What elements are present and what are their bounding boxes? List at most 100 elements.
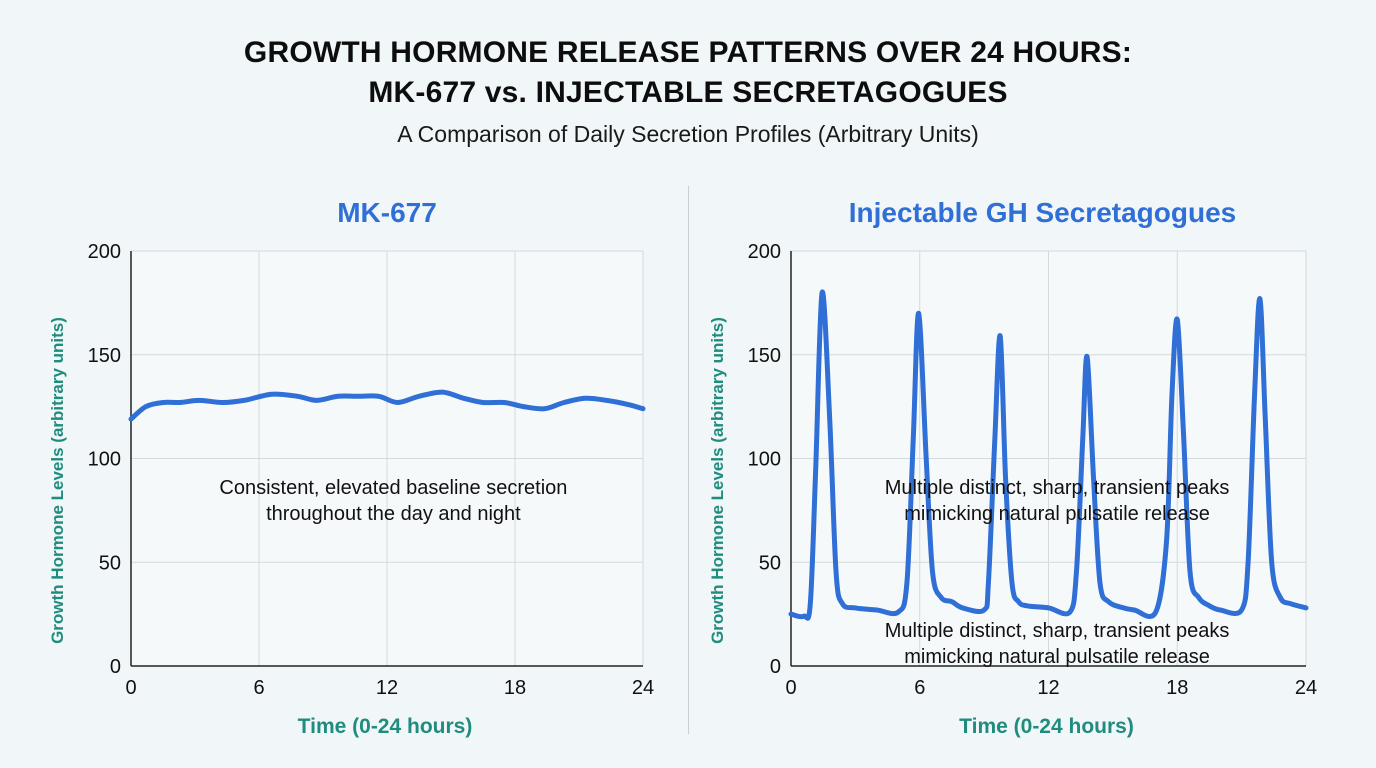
y-tick-label: 200 (748, 241, 781, 263)
y-tick-label: 100 (748, 449, 781, 471)
annotation-line-2: throughout the day and night (266, 503, 521, 525)
data-point (1154, 610, 1158, 614)
data-point (562, 401, 566, 405)
data-point (1207, 604, 1211, 608)
data-point (462, 396, 466, 400)
data-point (1010, 581, 1014, 585)
data-point (1253, 394, 1257, 398)
data-point (1258, 297, 1262, 301)
y-tick-label: 0 (770, 656, 781, 678)
x-tick-label: 24 (632, 677, 654, 699)
data-point (905, 581, 909, 585)
data-point (641, 407, 645, 411)
data-point (1025, 604, 1029, 608)
annotation-line-1: Multiple distinct, sharp, transient peak… (885, 620, 1230, 642)
annotation-line-2: mimicking natural pulsatile release (904, 503, 1210, 525)
data-point (808, 602, 812, 606)
data-point (1289, 602, 1293, 606)
data-point (178, 401, 182, 405)
data-point (522, 405, 526, 409)
panel-injectable: Injectable GH Secretagogues 0 50 100 150 200 0… (708, 197, 1317, 738)
y-tick-label: 50 (99, 552, 121, 574)
data-point (161, 401, 165, 405)
panel-mk677: MK-677 0 50 100 150 200 0 6 12 18 24 Time (0-24 hou… (48, 197, 654, 738)
data-point (417, 394, 421, 398)
data-point (502, 401, 506, 405)
series-line (788, 289, 1309, 621)
chart-title-line-1: GROWTH HORMONE RELEASE PATTERNS OVER 24 … (243, 36, 1133, 69)
data-point (396, 401, 400, 405)
data-point (1074, 571, 1078, 575)
data-point (1081, 436, 1085, 440)
data-point (911, 436, 915, 440)
y-tick-label: 0 (110, 656, 121, 678)
data-point (144, 405, 148, 409)
data-point (441, 390, 445, 394)
x-axis-title: Time (0-24 hours) (298, 715, 473, 738)
x-tick-label: 24 (1295, 677, 1317, 699)
data-point (841, 602, 845, 606)
data-point (481, 401, 485, 405)
data-point (814, 467, 818, 471)
panel-divider (688, 186, 689, 734)
data-point (1188, 571, 1192, 575)
data-point (986, 581, 990, 585)
data-point (853, 606, 857, 610)
data-point (828, 415, 832, 419)
data-point (961, 606, 965, 610)
data-point (129, 417, 133, 421)
data-point (1270, 560, 1274, 564)
data-point (998, 334, 1002, 338)
data-point (834, 571, 838, 575)
data-point (924, 457, 928, 461)
data-point (583, 396, 587, 400)
annotation-line-2: mimicking natural pulsatile release (904, 646, 1210, 668)
x-axis-title: Time (0-24 hours) (959, 715, 1134, 738)
data-point (242, 398, 246, 402)
data-point (1132, 608, 1136, 612)
data-point (315, 398, 319, 402)
data-point (605, 398, 609, 402)
data-point (802, 614, 806, 618)
data-point (1175, 318, 1179, 322)
data-point (1278, 596, 1282, 600)
data-point (1107, 600, 1111, 604)
data-point (1304, 606, 1308, 610)
data-point (336, 394, 340, 398)
y-tick-label: 150 (748, 345, 781, 367)
data-point (1240, 608, 1244, 612)
data-point (917, 311, 921, 315)
data-point (1085, 355, 1089, 359)
data-point (197, 398, 201, 402)
panel-title: Injectable GH Secretagogues (849, 197, 1236, 228)
chart-subtitle: A Comparison of Daily Secretion Profiles… (397, 121, 979, 147)
data-point (1047, 606, 1051, 610)
data-point (1017, 600, 1021, 604)
data-point (1197, 596, 1201, 600)
data-point (1098, 581, 1102, 585)
data-point (221, 401, 225, 405)
data-point (1068, 610, 1072, 614)
data-point (1263, 415, 1267, 419)
x-tick-label: 18 (1166, 677, 1188, 699)
x-tick-label: 6 (914, 677, 925, 699)
chart-title-line-2: MK-677 vs. INJECTABLE SECRETAGOGUES (368, 76, 1008, 109)
data-point (377, 394, 381, 398)
data-point (875, 608, 879, 612)
data-point (939, 596, 943, 600)
data-point (1122, 606, 1126, 610)
x-tick-label: 12 (1037, 677, 1059, 699)
annotation-line-1: Consistent, elevated baseline secretion (219, 477, 567, 499)
data-point (931, 571, 935, 575)
series-line (128, 389, 646, 422)
data-point (543, 407, 547, 411)
data-point (896, 610, 900, 614)
data-point (1246, 560, 1250, 564)
data-point (820, 291, 824, 295)
x-tick-label: 6 (253, 677, 264, 699)
data-point (1218, 608, 1222, 612)
data-point (789, 612, 793, 616)
panel-title: MK-677 (337, 197, 437, 228)
data-point (993, 436, 997, 440)
